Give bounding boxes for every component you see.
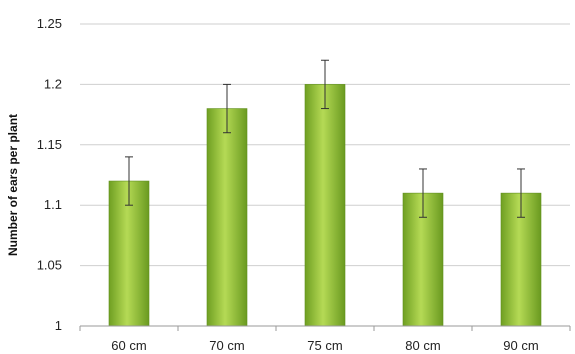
bars [108,84,542,327]
bar [206,108,248,327]
y-tick-label: 1 [55,318,62,333]
x-tick-label: 60 cm [111,338,146,353]
x-tick-label: 70 cm [209,338,244,353]
x-tick-label: 90 cm [503,338,538,353]
y-axis-ticks: 1 1.05 1.1 1.15 1.2 1.25 [37,16,62,333]
y-tick-label: 1.15 [37,137,62,152]
error-bars [125,59,525,218]
y-tick-label: 1.1 [44,197,62,212]
bar [304,84,346,327]
y-axis-title: Number of ears per plant [6,114,20,256]
y-tick-label: 1.25 [37,16,62,31]
x-tick-label: 75 cm [307,338,342,353]
y-tick-label: 1.2 [44,76,62,91]
x-axis-ticks: 60 cm 70 cm 75 cm 80 cm 90 cm [79,326,571,353]
y-tick-label: 1.05 [37,258,62,273]
x-tick-label: 80 cm [405,338,440,353]
